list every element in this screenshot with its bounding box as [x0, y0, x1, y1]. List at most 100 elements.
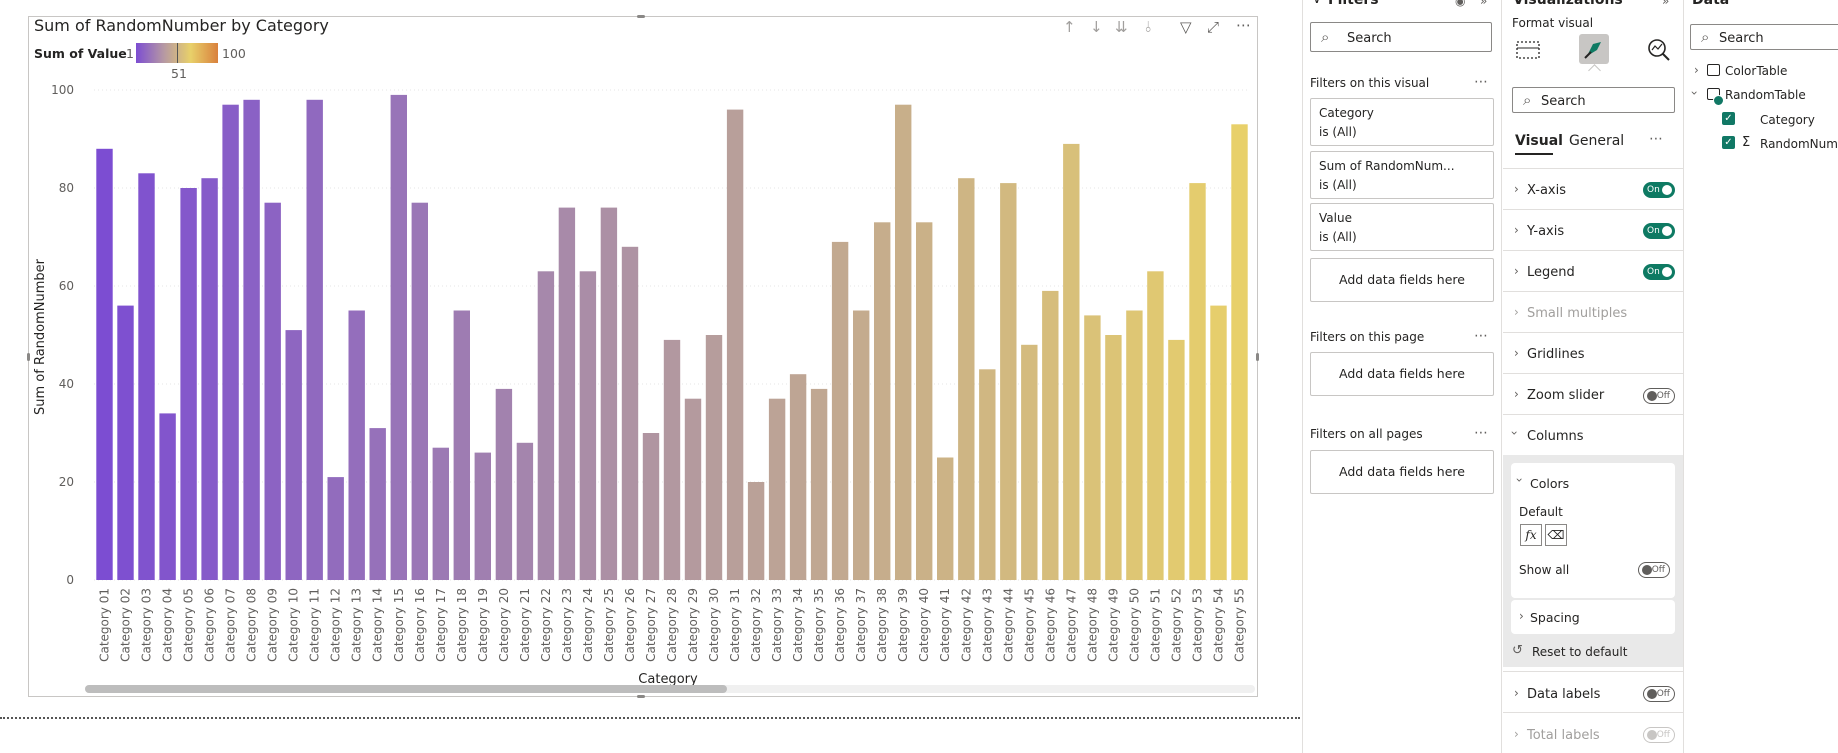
section-total-labels[interactable]: Total labels: [1527, 728, 1600, 743]
bar[interactable]: [117, 305, 134, 580]
tab-general[interactable]: General: [1569, 133, 1625, 149]
focus-mode-icon[interactable]: ⤢: [1207, 18, 1220, 36]
bar[interactable]: [600, 207, 618, 580]
eraser-icon[interactable]: ⌫: [1545, 524, 1567, 546]
filter-card-value[interactable]: Value is (All): [1310, 203, 1494, 251]
field-category[interactable]: Category: [1760, 113, 1815, 127]
bar[interactable]: [348, 310, 365, 581]
reset-to-default[interactable]: Reset to default: [1532, 645, 1628, 659]
bar[interactable]: [1147, 271, 1164, 580]
reset-icon[interactable]: ↺: [1512, 643, 1523, 658]
bar[interactable]: [495, 388, 513, 580]
bar[interactable]: [369, 428, 386, 580]
bar[interactable]: [222, 104, 239, 580]
filter-card-category[interactable]: Category is (All): [1310, 98, 1494, 146]
table-colortable[interactable]: ColorTable: [1725, 64, 1788, 78]
total-labels-toggle[interactable]: Off: [1643, 727, 1675, 743]
bar[interactable]: [663, 339, 681, 580]
data-search-input[interactable]: ⌕ Search: [1690, 24, 1838, 50]
bar[interactable]: [726, 109, 744, 580]
bar[interactable]: [138, 173, 155, 581]
sort-descending-icon[interactable]: ↓: [1090, 18, 1103, 36]
bar[interactable]: [180, 188, 197, 580]
resize-handle-top[interactable]: [637, 15, 645, 18]
bar[interactable]: [579, 271, 597, 580]
resize-handle-bottom[interactable]: [637, 695, 645, 698]
section-zoom-slider[interactable]: Zoom slider: [1527, 388, 1605, 403]
zoom-slider-toggle[interactable]: Off: [1643, 388, 1675, 404]
bar[interactable]: [390, 94, 407, 581]
bar[interactable]: [243, 99, 260, 581]
bar[interactable]: [937, 457, 954, 581]
collapse-viz-icon[interactable]: »: [1662, 0, 1670, 8]
bar[interactable]: [1210, 305, 1227, 580]
bar[interactable]: [642, 433, 660, 580]
bar[interactable]: [874, 222, 891, 581]
colors-label[interactable]: Colors: [1530, 476, 1570, 491]
bar[interactable]: [1042, 290, 1059, 580]
x-axis-toggle[interactable]: On: [1643, 182, 1675, 198]
bar[interactable]: [895, 104, 912, 580]
bar[interactable]: [1063, 143, 1080, 580]
build-visual-icon[interactable]: [1515, 39, 1543, 63]
more-options-icon[interactable]: ⋯: [1474, 74, 1489, 90]
field-randomnumber[interactable]: RandomNumber: [1760, 137, 1838, 151]
bar[interactable]: [1084, 315, 1101, 580]
more-options-icon[interactable]: ⋯: [1474, 328, 1489, 344]
format-visual-icon[interactable]: [1579, 34, 1609, 64]
data-labels-toggle[interactable]: Off: [1643, 686, 1675, 702]
bar[interactable]: [705, 335, 723, 580]
resize-handle-right[interactable]: [1256, 353, 1259, 361]
legend-toggle[interactable]: On: [1643, 264, 1675, 280]
filter-icon[interactable]: ▽: [1180, 18, 1192, 36]
bar[interactable]: [474, 452, 491, 580]
bar[interactable]: [958, 178, 975, 580]
bar[interactable]: [537, 271, 555, 580]
bar[interactable]: [684, 398, 702, 580]
bar[interactable]: [853, 310, 870, 581]
more-options-icon[interactable]: ⋯: [1649, 131, 1663, 147]
spacing-label[interactable]: Spacing: [1530, 610, 1580, 625]
table-randomtable[interactable]: RandomTable: [1725, 88, 1806, 102]
filters-search-input[interactable]: ⌕ Search: [1310, 22, 1492, 52]
analytics-icon[interactable]: [1646, 37, 1672, 63]
section-data-labels[interactable]: Data labels: [1527, 687, 1601, 702]
section-gridlines[interactable]: Gridlines: [1527, 347, 1585, 362]
tab-visual[interactable]: Visual: [1515, 133, 1563, 149]
more-options-icon[interactable]: ⋯: [1236, 16, 1251, 34]
section-legend[interactable]: Legend: [1527, 265, 1575, 280]
bar[interactable]: [306, 99, 323, 581]
y-axis-toggle[interactable]: On: [1643, 223, 1675, 239]
bar[interactable]: [768, 398, 786, 580]
add-fields-all-pages[interactable]: Add data fields here: [1310, 450, 1494, 494]
bar[interactable]: [831, 241, 849, 580]
format-search-input[interactable]: ⌕ Search: [1512, 87, 1675, 113]
bar[interactable]: [327, 477, 344, 580]
filter-card-sum[interactable]: Sum of RandomNum... is (All): [1310, 151, 1494, 199]
chevron-right-icon[interactable]: ›: [1694, 63, 1699, 77]
bar[interactable]: [979, 369, 996, 580]
bar[interactable]: [264, 202, 281, 580]
bar[interactable]: [916, 222, 933, 581]
bar[interactable]: [1021, 344, 1038, 580]
bar[interactable]: [810, 388, 828, 580]
bar[interactable]: [159, 413, 176, 580]
bar[interactable]: [1231, 124, 1248, 581]
add-fields-visual[interactable]: Add data fields here: [1310, 258, 1494, 302]
add-fields-page[interactable]: Add data fields here: [1310, 352, 1494, 396]
bar[interactable]: [285, 330, 302, 580]
bar[interactable]: [96, 148, 113, 581]
show-all-toggle[interactable]: Off: [1638, 562, 1670, 578]
bar[interactable]: [201, 178, 218, 580]
drill-down-icon[interactable]: ⫰: [1145, 18, 1152, 36]
bar-chart-visual[interactable]: [27, 15, 1259, 698]
bar[interactable]: [516, 442, 534, 580]
bar[interactable]: [1105, 335, 1122, 580]
section-y-axis[interactable]: Y-axis: [1527, 224, 1565, 239]
bar[interactable]: [411, 202, 428, 580]
section-columns[interactable]: Columns: [1527, 429, 1584, 444]
bar[interactable]: [1189, 183, 1206, 580]
sort-ascending-icon[interactable]: ↑: [1063, 18, 1076, 36]
scrollbar-thumb[interactable]: [85, 685, 727, 693]
eye-icon[interactable]: ◉: [1455, 0, 1466, 8]
